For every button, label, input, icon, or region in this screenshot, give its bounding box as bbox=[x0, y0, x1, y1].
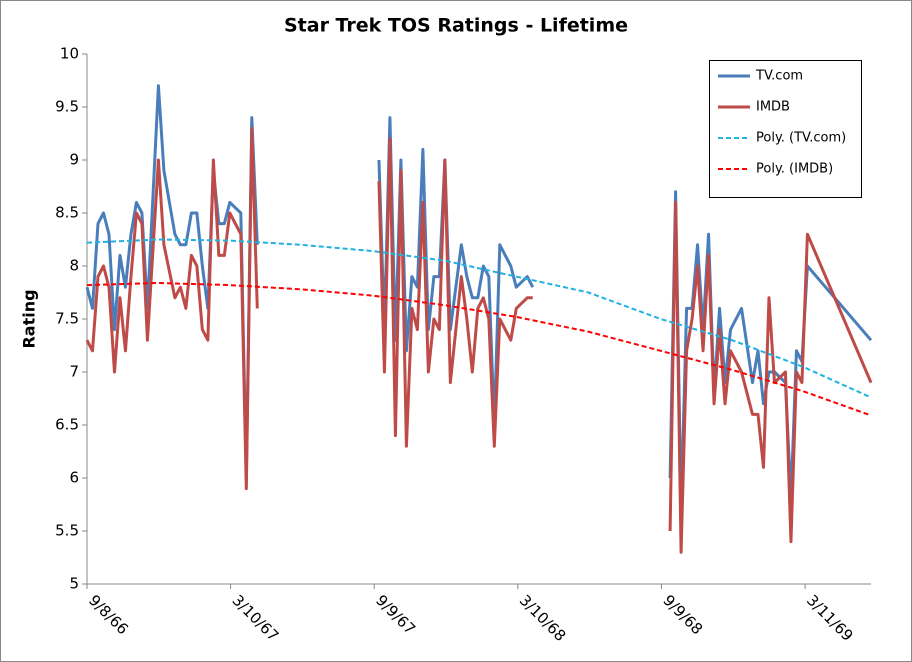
legend-label: TV.com bbox=[755, 69, 803, 84]
y-tick-label: 6.5 bbox=[55, 416, 79, 434]
y-tick-label: 5 bbox=[69, 575, 79, 593]
trend-line bbox=[86, 281, 872, 417]
y-tick-label: 10 bbox=[60, 45, 79, 63]
y-tick-label: 7 bbox=[69, 363, 79, 381]
y-tick-label: 8 bbox=[69, 257, 79, 275]
legend-box bbox=[709, 60, 862, 198]
y-tick-label: 9 bbox=[69, 151, 79, 169]
chart-title: Star Trek TOS Ratings - Lifetime bbox=[284, 15, 628, 37]
y-tick-label: 7.5 bbox=[55, 310, 79, 328]
trend-line bbox=[86, 238, 872, 399]
legend-label: IMDB bbox=[756, 100, 790, 115]
y-axis-label: Rating bbox=[20, 289, 39, 348]
y-tick-label: 6 bbox=[69, 469, 79, 487]
y-tick-label: 5.5 bbox=[55, 522, 79, 540]
y-tick-label: 8.5 bbox=[55, 204, 79, 222]
legend-label: Poly. (IMDB) bbox=[756, 162, 833, 177]
y-tick-label: 9.5 bbox=[55, 98, 79, 116]
legend-label: Poly. (TV.com) bbox=[756, 131, 846, 146]
